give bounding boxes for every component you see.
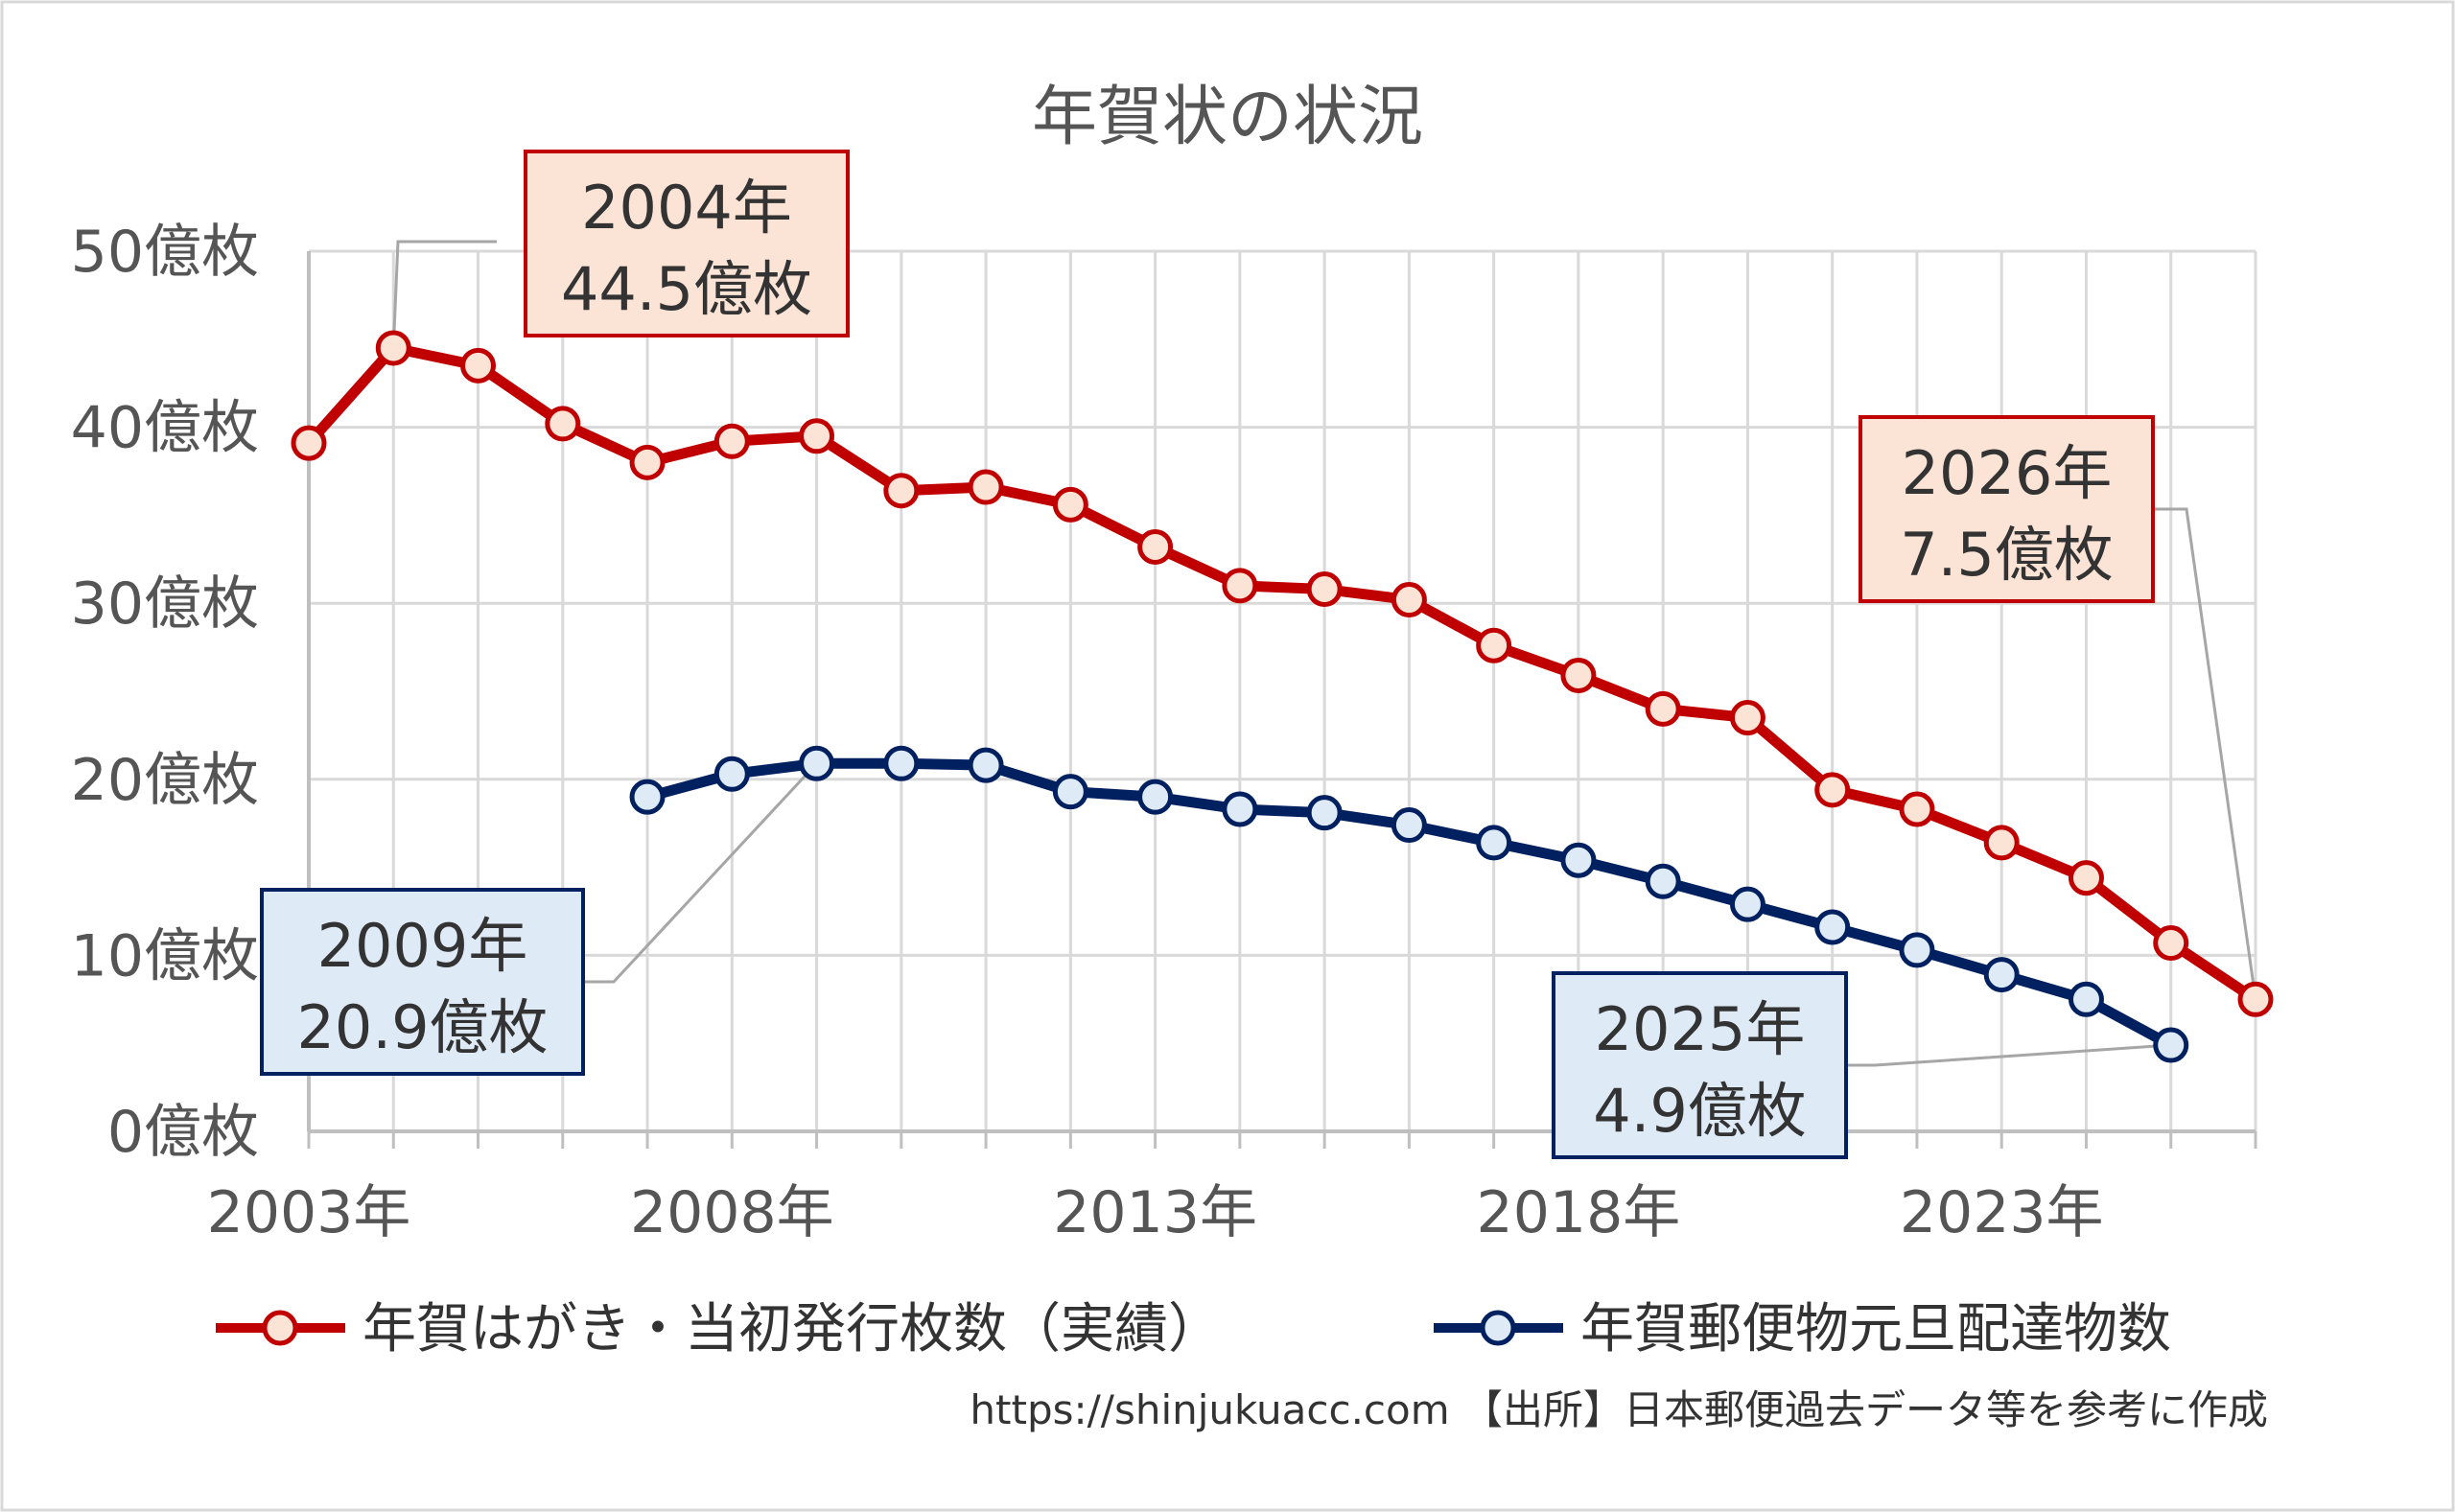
callout-box-2004 — [524, 150, 850, 337]
point-1-2024 — [2068, 981, 2104, 1017]
point-0-2008 — [713, 423, 750, 459]
point-1-2023 — [1983, 957, 2020, 993]
point-1-2008 — [713, 756, 750, 792]
point-1-2013 — [1137, 779, 1174, 815]
point-1-2007 — [629, 779, 666, 815]
point-0-2022 — [1899, 791, 1935, 827]
callout-2026: 2026年 7.5億枚 — [1859, 415, 2155, 603]
point-0-2026 — [2237, 981, 2274, 1017]
point-1-2019 — [1645, 863, 1681, 899]
callout-year-2025: 2025年 — [1595, 994, 1806, 1064]
callout-leader-2004 — [391, 240, 497, 349]
point-0-2024 — [2068, 860, 2104, 896]
x-tick-label-2003: 2003年 — [207, 1179, 411, 1246]
legend-swatch-marker-delivery — [1480, 1310, 1516, 1346]
point-1-2014 — [1222, 791, 1258, 827]
source-note: https://shinjukuacc.com 【出所】日本郵便過去データ等を参… — [970, 1386, 2268, 1433]
legend-swatch-marker-hagaki — [262, 1310, 298, 1346]
point-1-2010 — [883, 745, 920, 781]
callout-leader-2009 — [583, 762, 818, 984]
x-tick-label-2013: 2013年 — [1053, 1179, 1257, 1246]
point-1-2018 — [1560, 842, 1597, 878]
point-0-2021 — [1814, 772, 1851, 808]
point-0-2011 — [968, 469, 1004, 505]
callout-leader-2025 — [1846, 1043, 2171, 1067]
point-0-2003 — [291, 425, 327, 461]
point-0-2006 — [545, 406, 581, 442]
x-tick-label-2008: 2008年 — [630, 1179, 834, 1246]
point-1-2011 — [968, 747, 1004, 783]
x-tick-label-2023: 2023年 — [1900, 1179, 2104, 1246]
point-0-2004 — [375, 330, 411, 366]
point-0-2005 — [460, 347, 497, 384]
callout-box-2026 — [1859, 415, 2155, 603]
y-tick-label-50: 50億枚 — [71, 219, 259, 286]
callout-year-2009: 2009年 — [317, 911, 528, 981]
callout-value-2009: 20.9億枚 — [296, 992, 548, 1062]
point-1-2025 — [2153, 1027, 2189, 1063]
callout-leader-2026 — [2153, 507, 2257, 1000]
point-0-2023 — [1983, 825, 2020, 861]
series-0 — [291, 330, 2274, 1017]
point-1-2016 — [1391, 807, 1427, 844]
x-tick-label-2018: 2018年 — [1477, 1179, 1681, 1246]
y-tick-label-30: 30億枚 — [71, 570, 259, 638]
callout-box-2025 — [1552, 971, 1848, 1159]
legend: 年賀はがき・当初発行枚数（実績） 年賀郵便物元旦配達物数 — [216, 1298, 2171, 1361]
point-0-2012 — [1052, 486, 1088, 523]
callouts: 2004年 44.5億枚 2026年 7.5億枚 2009年 20.9億枚 2025年 4.9… — [260, 150, 2155, 1159]
y-tick-label-10: 10億枚 — [71, 922, 259, 989]
point-0-2018 — [1560, 657, 1597, 693]
point-0-2010 — [883, 473, 920, 509]
callout-box-2009 — [260, 888, 585, 1076]
point-1-2020 — [1729, 886, 1765, 922]
callout-value-2026: 7.5億枚 — [1900, 520, 2114, 590]
point-1-2009 — [799, 745, 835, 781]
y-tick-label-20: 20億枚 — [71, 747, 259, 814]
point-0-2014 — [1222, 568, 1258, 604]
callout-2025: 2025年 4.9億枚 — [1552, 971, 1848, 1159]
point-1-2017 — [1476, 825, 1512, 861]
point-0-2016 — [1391, 582, 1427, 618]
point-1-2021 — [1814, 909, 1851, 945]
y-tick-label-0: 0億枚 — [107, 1099, 259, 1166]
legend-label-hagaki: 年賀はがき・当初発行枚数（実績） — [362, 1298, 1222, 1361]
callout-year-2026: 2026年 — [1902, 438, 2113, 508]
point-1-2012 — [1052, 774, 1088, 810]
series — [291, 330, 2274, 1063]
point-1-2022 — [1899, 932, 1935, 968]
point-0-2025 — [2153, 925, 2189, 962]
series-1 — [629, 745, 2189, 1063]
point-0-2013 — [1137, 528, 1174, 565]
callout-year-2004: 2004年 — [581, 173, 792, 243]
x-axis-ticks: 2003年 2008年 2013年 2018年 2023年 — [207, 1179, 2104, 1246]
chart-title: 年賀状の状況 — [1032, 80, 1423, 155]
point-1-2015 — [1306, 795, 1343, 831]
callout-value-2025: 4.9億枚 — [1593, 1076, 1807, 1146]
callout-leaders — [391, 240, 2257, 1067]
point-0-2009 — [799, 418, 835, 454]
point-0-2007 — [629, 444, 666, 480]
point-0-2019 — [1645, 690, 1681, 727]
y-axis-ticks: 0億枚 10億枚 20億枚 30億枚 40億枚 50億枚 — [71, 219, 259, 1166]
point-0-2020 — [1729, 700, 1765, 736]
y-tick-label-40: 40億枚 — [71, 395, 259, 462]
legend-label-delivery: 年賀郵便物元旦配達物数 — [1580, 1298, 2171, 1361]
point-0-2015 — [1306, 571, 1343, 608]
callout-value-2004: 44.5億枚 — [561, 254, 812, 324]
point-0-2017 — [1476, 627, 1512, 663]
callout-2004: 2004年 44.5億枚 — [524, 150, 850, 337]
callout-2009: 2009年 20.9億枚 — [260, 888, 585, 1076]
